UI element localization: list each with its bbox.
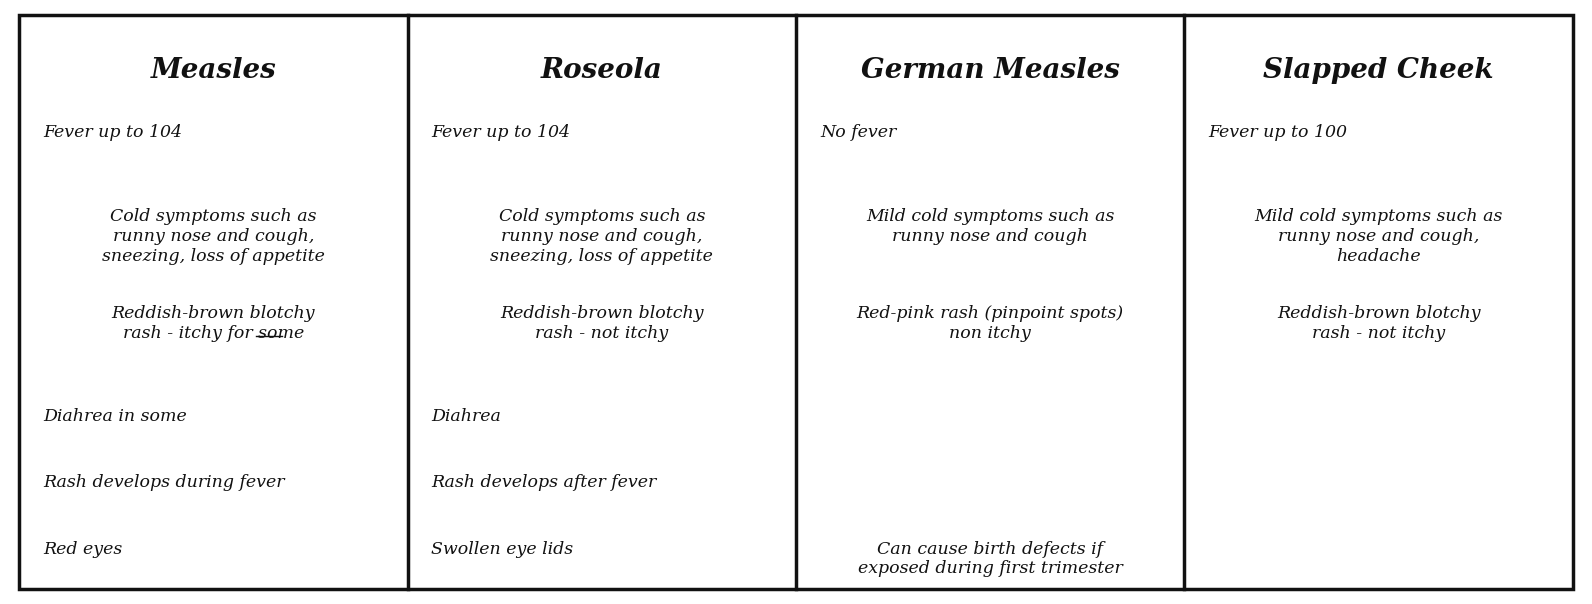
Text: Reddish-brown blotchy
rash - not itchy: Reddish-brown blotchy rash - not itchy xyxy=(500,305,704,342)
Text: Fever up to 100: Fever up to 100 xyxy=(1208,124,1347,141)
Text: Cold symptoms such as
runny nose and cough,
sneezing, loss of appetite: Cold symptoms such as runny nose and cou… xyxy=(102,208,325,265)
Text: Roseola: Roseola xyxy=(541,57,662,85)
Text: Cold symptoms such as
runny nose and cough,
sneezing, loss of appetite: Cold symptoms such as runny nose and cou… xyxy=(490,208,713,265)
Text: Mild cold symptoms such as
runny nose and cough: Mild cold symptoms such as runny nose an… xyxy=(866,208,1114,245)
Text: Can cause birth defects if
exposed during first trimester: Can cause birth defects if exposed durin… xyxy=(858,541,1122,577)
Text: German Measles: German Measles xyxy=(861,57,1119,85)
Text: Mild cold symptoms such as
runny nose and cough,
headache: Mild cold symptoms such as runny nose an… xyxy=(1254,208,1503,265)
Text: Diahrea in some: Diahrea in some xyxy=(43,408,186,425)
Text: Fever up to 104: Fever up to 104 xyxy=(431,124,570,141)
Text: No fever: No fever xyxy=(820,124,896,141)
Text: Swollen eye lids: Swollen eye lids xyxy=(431,541,573,557)
Text: Slapped Cheek: Slapped Cheek xyxy=(1264,57,1493,85)
Text: Rash develops after fever: Rash develops after fever xyxy=(431,474,656,491)
Text: Measles: Measles xyxy=(151,57,275,85)
Text: Red eyes: Red eyes xyxy=(43,541,123,557)
Text: Fever up to 104: Fever up to 104 xyxy=(43,124,181,141)
Text: Reddish-brown blotchy
rash - not itchy: Reddish-brown blotchy rash - not itchy xyxy=(1277,305,1481,342)
Text: Diahrea: Diahrea xyxy=(431,408,501,425)
Text: Reddish-brown blotchy
rash - itchy for some: Reddish-brown blotchy rash - itchy for s… xyxy=(111,305,315,342)
Text: Rash develops during fever: Rash develops during fever xyxy=(43,474,285,491)
Text: Red-pink rash (pinpoint spots)
non itchy: Red-pink rash (pinpoint spots) non itchy xyxy=(856,305,1124,342)
